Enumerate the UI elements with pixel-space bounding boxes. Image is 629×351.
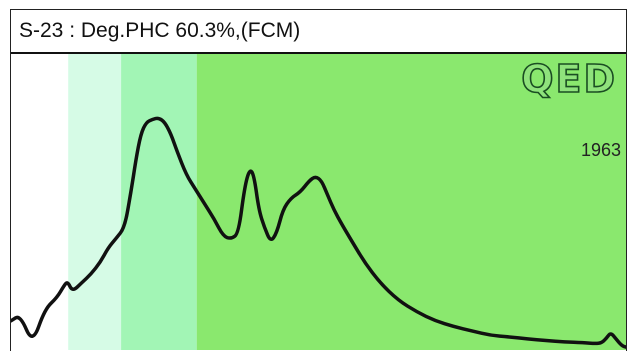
band-3 [196, 54, 626, 350]
series-layer [11, 116, 626, 349]
plot-area: QED 1963 [11, 54, 626, 350]
series-line-1 [11, 116, 626, 349]
band-2 [121, 54, 197, 350]
background-bands [68, 54, 626, 350]
band-1 [68, 54, 122, 350]
chart-frame: S-23 : Deg.PHC 60.3%,(FCM) QED 1963 [10, 9, 627, 351]
qed-logo: QED [521, 57, 617, 101]
chart-svg: QED 1963 [11, 54, 626, 350]
chart-annotation: 1963 [581, 140, 621, 160]
chart-title-bar: S-23 : Deg.PHC 60.3%,(FCM) [11, 10, 626, 54]
chart-title: S-23 : Deg.PHC 60.3%,(FCM) [19, 19, 301, 42]
